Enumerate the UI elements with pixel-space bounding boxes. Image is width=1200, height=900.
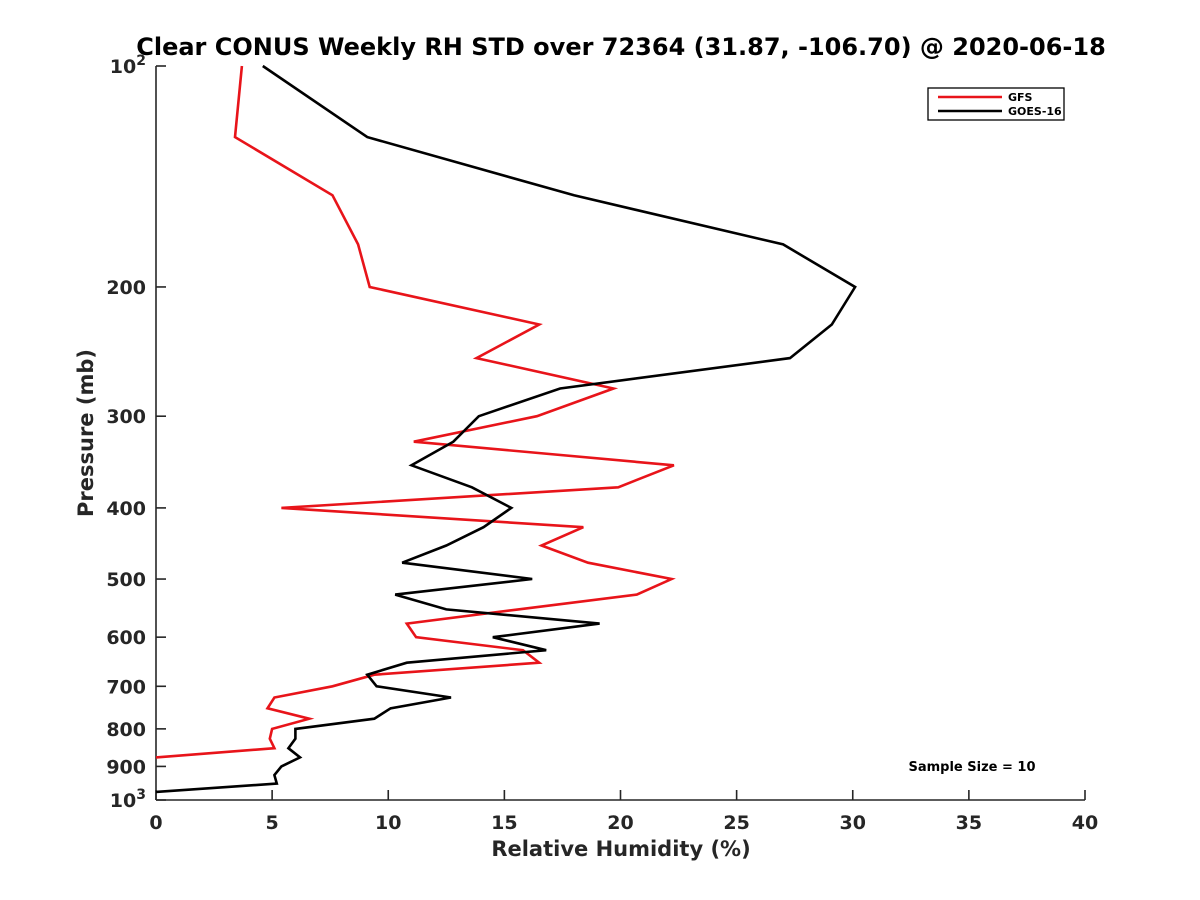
x-axis-ticks: 0 5 10 15 20 25 30 35 40 bbox=[149, 790, 1098, 834]
y-tick-label: 400 bbox=[106, 498, 146, 520]
x-tick-label: 20 bbox=[607, 812, 633, 834]
x-tick-label: 15 bbox=[491, 812, 517, 834]
y-tick-label: 700 bbox=[106, 676, 146, 698]
sample-size-annotation: Sample Size = 10 bbox=[908, 760, 1035, 775]
x-tick-label: 5 bbox=[266, 812, 279, 834]
y-tick-label: 500 bbox=[106, 569, 146, 591]
x-axis-label: Relative Humidity (%) bbox=[491, 837, 750, 861]
legend-box bbox=[927, 87, 1065, 121]
y-tick-label: 900 bbox=[106, 756, 146, 778]
y-tick-label: 102 bbox=[110, 53, 146, 78]
x-tick-label: 25 bbox=[723, 812, 749, 834]
x-tick-label: 0 bbox=[149, 812, 162, 834]
y-tick-label: 103 bbox=[110, 787, 146, 812]
x-tick-label: 30 bbox=[840, 812, 866, 834]
x-tick-label: 40 bbox=[1072, 812, 1098, 834]
x-tick-label: 35 bbox=[956, 812, 982, 834]
plot-area bbox=[155, 66, 1085, 801]
y-axis-label: Pressure (mb) bbox=[74, 349, 98, 517]
chart-title: Clear CONUS Weekly RH STD over 72364 (31… bbox=[136, 33, 1106, 61]
y-tick-label: 300 bbox=[106, 406, 146, 428]
y-tick-label: 200 bbox=[106, 277, 146, 299]
legend: GFS GOES-16 bbox=[927, 87, 1065, 121]
series-layer bbox=[155, 64, 857, 794]
x-tick-label: 10 bbox=[375, 812, 401, 834]
series-line-goes-16 bbox=[155, 64, 857, 794]
y-axis-ticks: 102 200 300 400 500 600 700 800 900 103 bbox=[106, 53, 166, 812]
y-tick-label: 800 bbox=[106, 719, 146, 741]
y-tick-label: 600 bbox=[106, 627, 146, 649]
legend-label-gfs: GFS bbox=[1008, 91, 1033, 104]
series-line-gfs bbox=[155, 65, 676, 759]
legend-label-goes-16: GOES-16 bbox=[1008, 105, 1062, 118]
